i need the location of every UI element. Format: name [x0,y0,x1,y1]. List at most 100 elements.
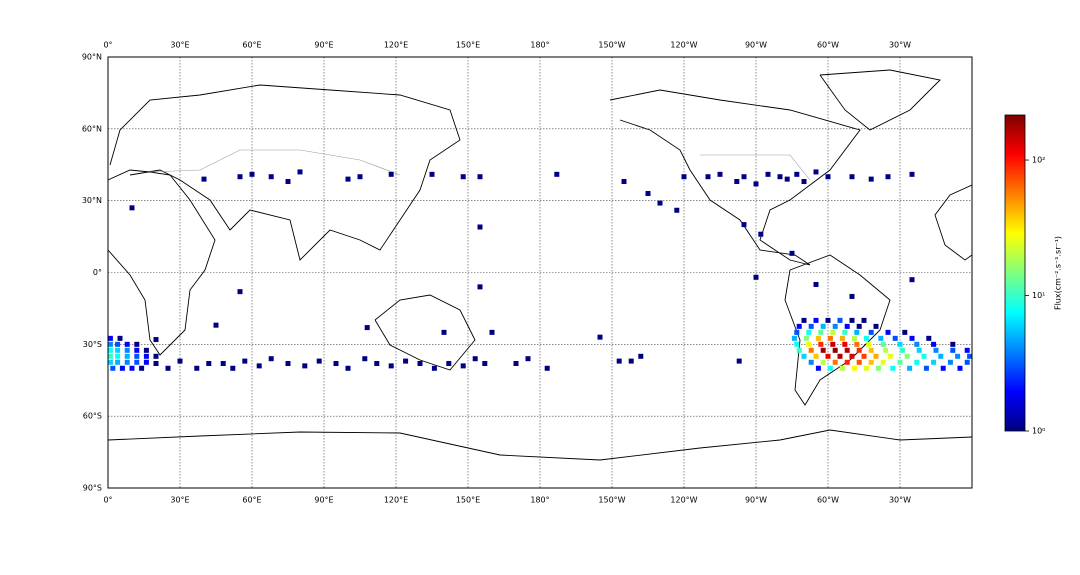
flux-point [899,347,905,353]
flux-point [868,347,874,353]
flux-point [832,347,838,353]
flux-point [194,365,200,371]
flux-point [818,329,824,335]
x-tick-label-bottom: 60°W [817,496,839,505]
flux-point [124,341,130,347]
flux-point [429,171,435,177]
flux-point [964,347,970,353]
flux-point [460,174,466,180]
flux-point [873,323,879,329]
flux-point [820,347,826,353]
flux-point [129,365,135,371]
flux-point [815,365,821,371]
flux-point [388,363,394,369]
flux-point [143,353,149,359]
flux-point [803,335,809,341]
flux-point [955,353,961,359]
flux-point [139,365,145,371]
flux-point [115,359,121,365]
flux-point [909,171,915,177]
flux-point [861,317,867,323]
flux-point [753,181,759,187]
flux-point [921,353,927,359]
flux-point [813,281,819,287]
flux-point [107,341,113,347]
x-tick-label-bottom: 30°E [170,496,189,505]
flux-point [153,360,159,366]
flux-point [134,341,140,347]
y-tick-label: 60°S [83,412,102,421]
flux-point [964,359,970,365]
flux-point [813,353,819,359]
flux-point [268,356,274,362]
flux-point [844,347,850,353]
flux-point [897,341,903,347]
flux-point [825,174,831,180]
flux-point [957,365,963,371]
flux-point [887,353,893,359]
flux-point [827,335,833,341]
flux-point [242,358,248,364]
flux-point [856,359,862,365]
flux-point [820,323,826,329]
x-tick-label-top: 60°E [242,41,261,50]
flux-point [302,363,308,369]
flux-point [806,329,812,335]
flux-point [388,171,394,177]
y-tick-label: 60°N [82,124,102,133]
x-tick-label-top: 150°W [598,41,625,50]
flux-point [806,341,812,347]
x-tick-label-top: 30°W [889,41,911,50]
flux-point [849,174,855,180]
flux-point [525,356,531,362]
flux-point [143,347,149,353]
flux-point [107,359,113,365]
flux-point [947,359,953,365]
flux-point [914,341,920,347]
flux-point [897,359,903,365]
flux-point [815,335,821,341]
flux-point [285,360,291,366]
flux-point [914,359,920,365]
flux-point [931,359,937,365]
flux-point [813,169,819,175]
flux-point [808,323,814,329]
flux-point [362,356,368,362]
flux-point [129,205,135,211]
flux-point [933,347,939,353]
flux-point [830,341,836,347]
flux-point [931,341,937,347]
flux-point [839,365,845,371]
flux-point [909,277,915,283]
flux-point [830,329,836,335]
flux-point [837,317,843,323]
flux-point [926,335,932,341]
flux-point [825,353,831,359]
flux-point [868,176,874,182]
flux-point [237,289,243,295]
flux-point [950,341,956,347]
flux-point [489,329,495,335]
x-tick-label-top: 180° [530,41,549,50]
flux-point [741,222,747,228]
flux-point [107,335,113,341]
x-tick-label-bottom: 180° [530,496,549,505]
flux-point [825,317,831,323]
flux-point [333,360,339,366]
flux-point [875,365,881,371]
flux-point [849,317,855,323]
y-tick-label: 90°N [82,53,102,62]
flux-point [794,329,800,335]
flux-point [249,171,255,177]
flux-point [902,329,908,335]
flux-point [844,323,850,329]
flux-point [849,293,855,299]
flux-point [741,174,747,180]
flux-point [866,341,872,347]
flux-point [638,353,644,359]
flux-point [417,360,423,366]
flux-point [117,335,123,341]
flux-point [878,335,884,341]
flux-point [357,174,363,180]
